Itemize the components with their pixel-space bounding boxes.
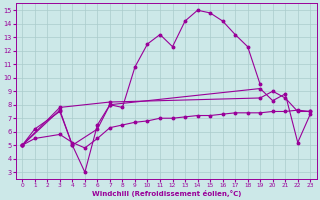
X-axis label: Windchill (Refroidissement éolien,°C): Windchill (Refroidissement éolien,°C)	[92, 190, 241, 197]
